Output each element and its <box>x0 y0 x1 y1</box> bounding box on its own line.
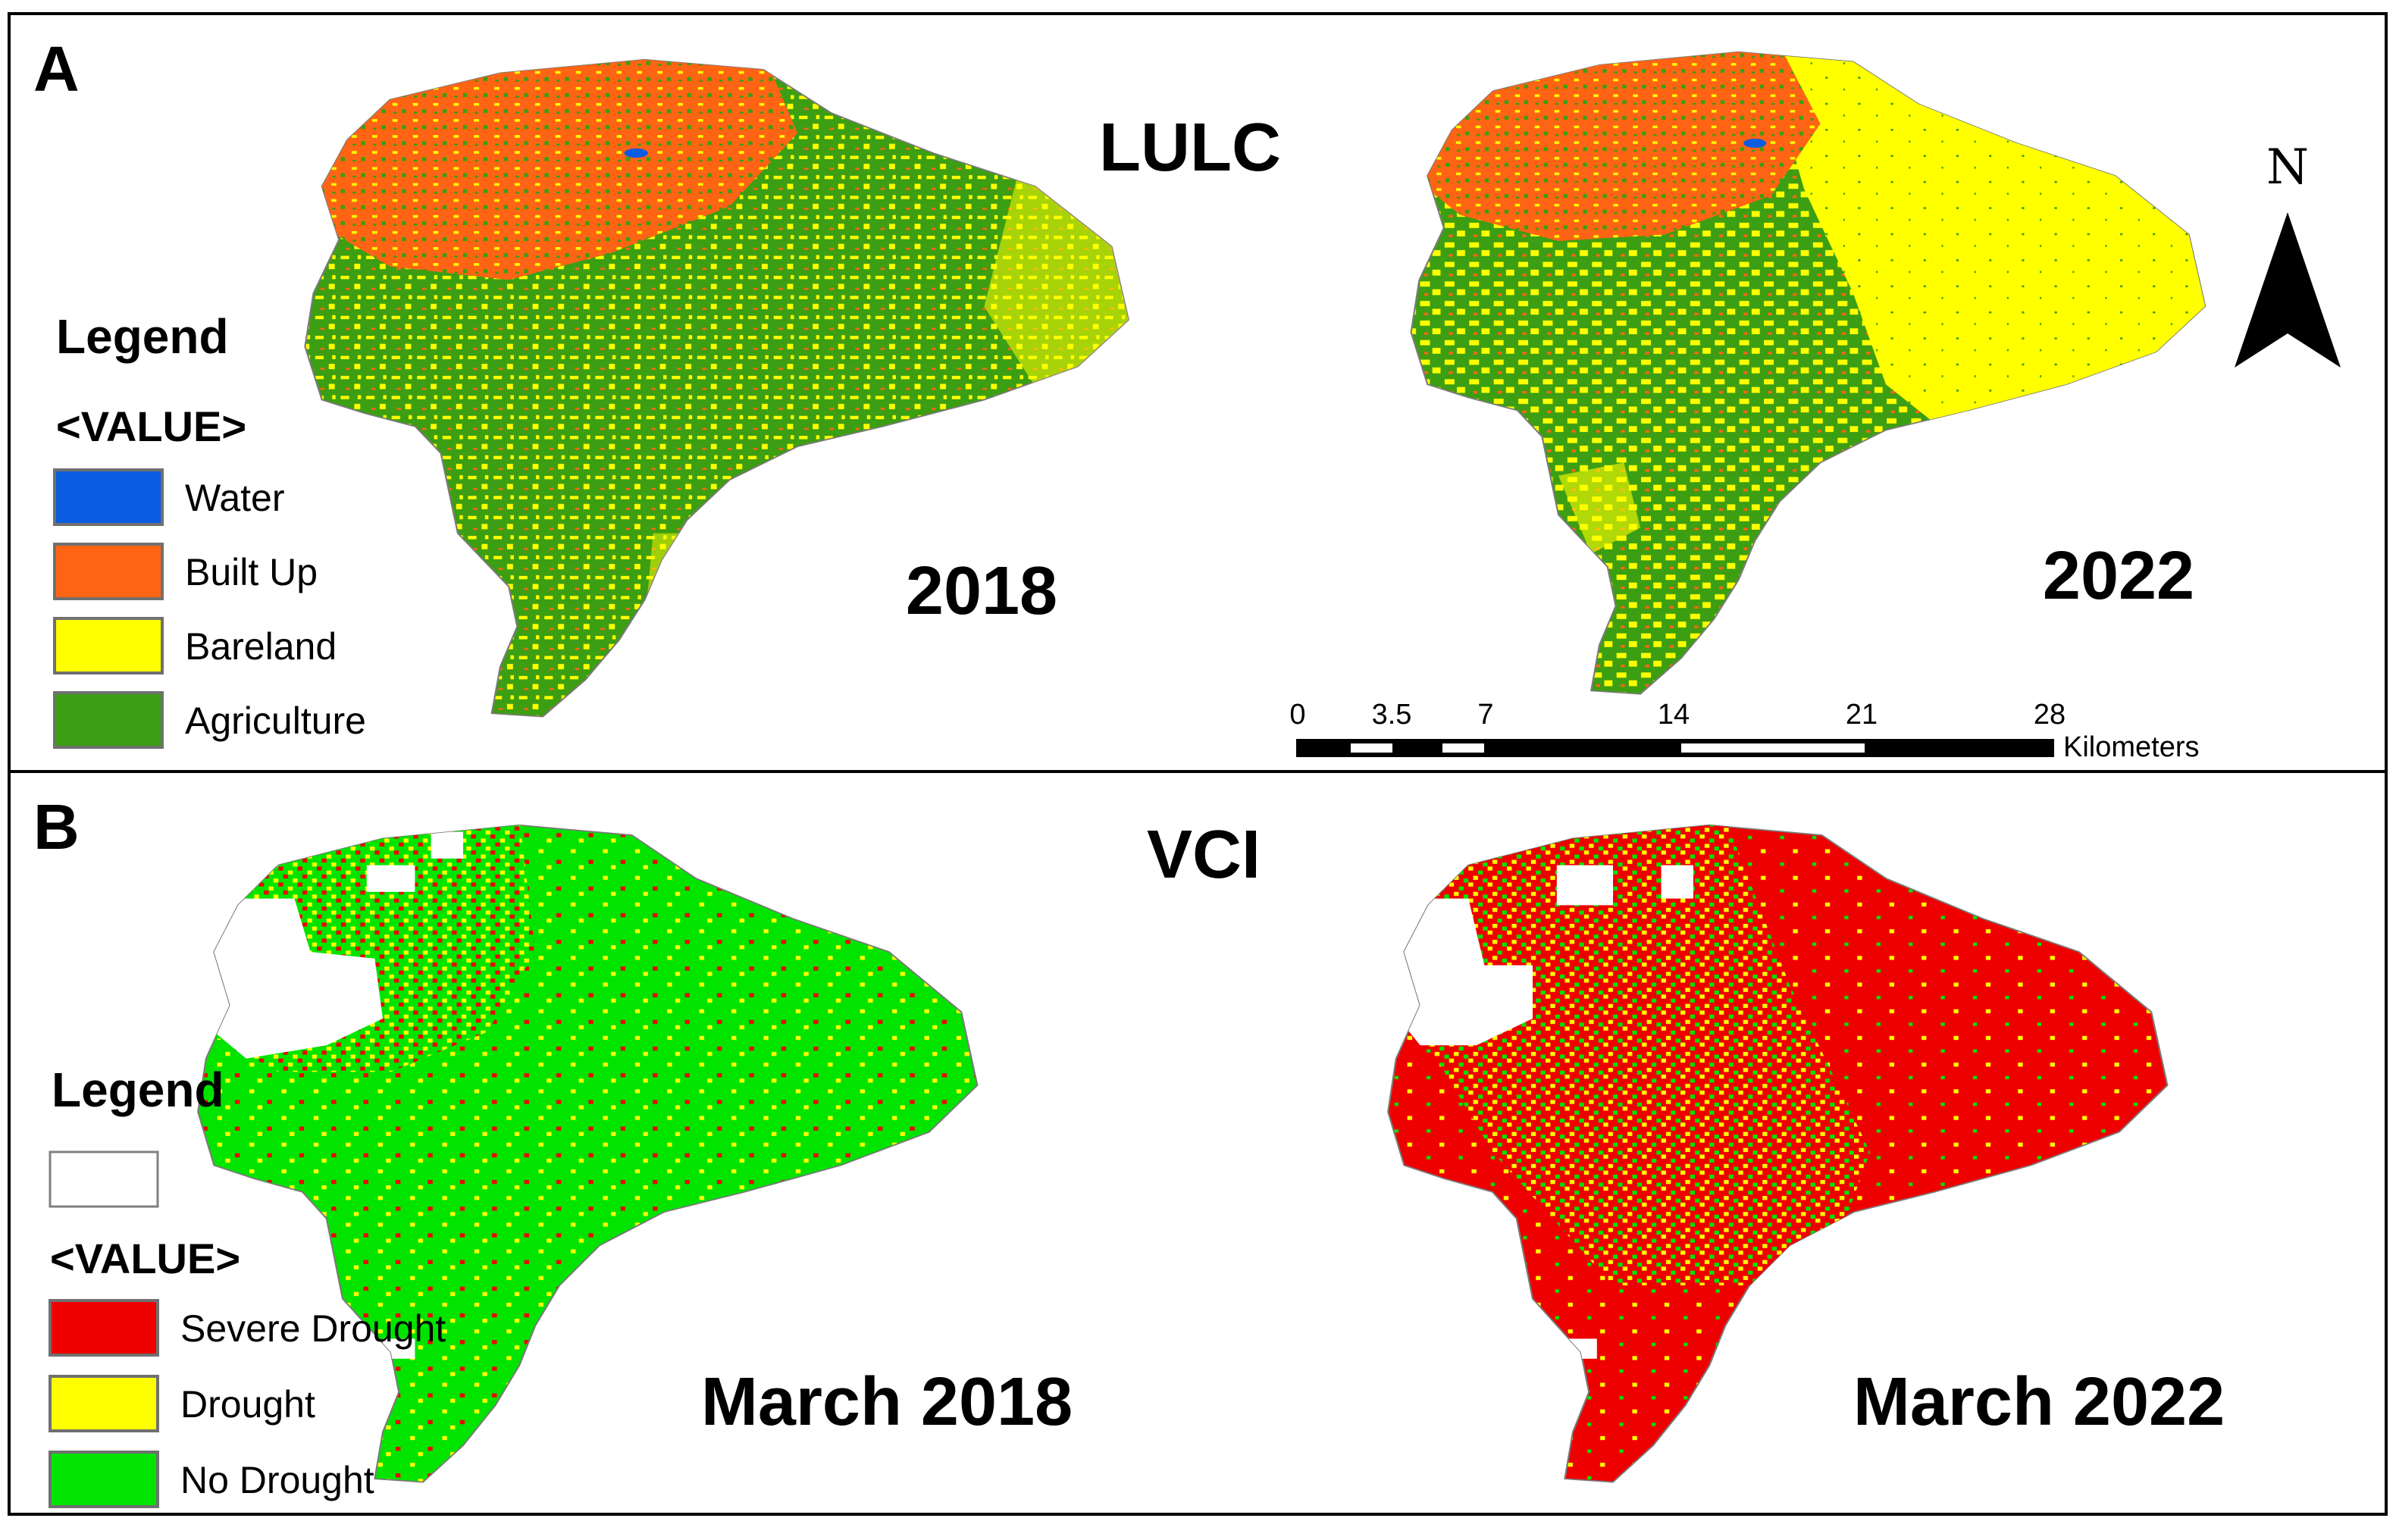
vci-legend: Severe Drought Drought No Drought <box>49 1299 446 1508</box>
north-arrow-icon <box>2235 212 2341 368</box>
lulc-legend: Water Built Up Bareland Agriculture <box>53 468 366 749</box>
lulc-2018-label: 2018 <box>906 553 1057 629</box>
scale-unit: Kilometers <box>2063 731 2200 763</box>
panel-b-title: VCI <box>1147 817 1261 893</box>
vci-legend-label: No Drought <box>180 1459 374 1501</box>
vci-legend-blank-swatch <box>49 1150 159 1208</box>
scale-tick-label: 0 <box>1289 699 1305 731</box>
lulc-legend-swatch <box>53 543 164 600</box>
vci-legend-swatch <box>49 1299 159 1357</box>
north-label: N <box>2266 139 2309 196</box>
vci-legend-swatch <box>49 1451 159 1508</box>
panel-a-letter: A <box>33 33 80 105</box>
vci-2018-label: March 2018 <box>701 1364 1073 1440</box>
vci-legend-label: Drought <box>180 1383 315 1426</box>
panel-b-frame <box>8 770 2388 1516</box>
vci-2022-map <box>1387 824 2169 1483</box>
vci-2018-map <box>197 824 979 1483</box>
lulc-legend-swatch <box>53 691 164 749</box>
panel-b-letter: B <box>33 791 80 862</box>
scale-tick-label: 21 <box>1846 699 1878 731</box>
lulc-legend-label: Agriculture <box>185 700 366 742</box>
lulc-2022-label: 2022 <box>2043 538 2194 614</box>
lulc-legend-value: <VALUE> <box>56 402 246 450</box>
vci-legend-value: <VALUE> <box>50 1235 240 1282</box>
vci-legend-title: Legend <box>52 1063 224 1117</box>
vci-legend-label: Severe Drought <box>180 1307 446 1350</box>
lulc-legend-label: Water <box>185 477 285 519</box>
lulc-legend-label: Built Up <box>185 551 318 593</box>
vci-legend-swatch <box>49 1375 159 1432</box>
lulc-legend-swatch <box>53 468 164 526</box>
scale-ticks: 0 3.5 7 14 21 28 <box>1289 699 2066 731</box>
vci-2022-label: March 2022 <box>1853 1364 2225 1440</box>
scale-tick-label: 3.5 <box>1372 699 1412 731</box>
panel-a-title: LULC <box>1099 110 1281 186</box>
lulc-legend-label: Bareland <box>185 625 337 668</box>
lulc-legend-title: Legend <box>56 309 229 364</box>
scale-tick-label: 28 <box>2034 699 2066 731</box>
scale-tick-label: 7 <box>1477 699 1493 731</box>
scale-tick-label: 14 <box>1658 699 1690 731</box>
lulc-legend-swatch <box>53 617 164 675</box>
scale-bar: 0 3.5 7 14 21 28 Kilometers <box>1289 699 2199 763</box>
